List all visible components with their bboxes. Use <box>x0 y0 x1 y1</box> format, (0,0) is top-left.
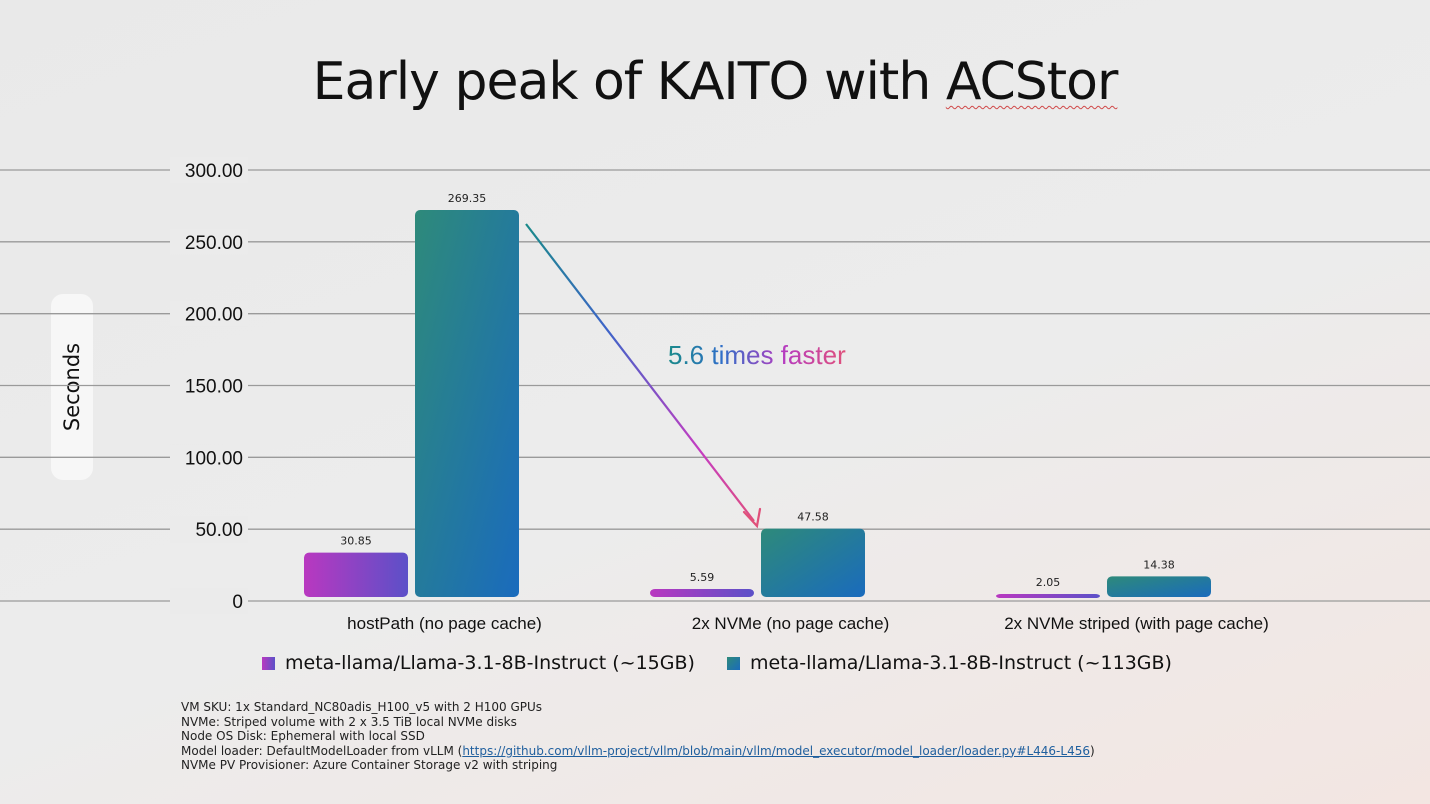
bar <box>650 588 754 597</box>
bar <box>996 594 1100 599</box>
bar-value-label: 5.59 <box>690 571 715 584</box>
bar-chart: 0 50.00 100.00 150.00 200.00 250.00 300.00 30.… <box>0 157 1430 633</box>
footnote-loader: Model loader: DefaultModelLoader from vL… <box>181 743 1095 758</box>
loader-source-link[interactable]: https://github.com/vllm-project/vllm/blo… <box>462 743 1090 758</box>
y-tick-label: 250.00 <box>185 233 243 254</box>
legend-item-15gb: meta-llama/Llama-3.1-8B-Instruct (~15GB) <box>262 652 695 674</box>
tick-bg <box>170 300 248 327</box>
comparison-arrow <box>525 223 755 522</box>
x-category-label: hostPath (no page cache) <box>347 614 542 633</box>
bar <box>1107 576 1211 597</box>
y-tick-label: 0 <box>232 592 243 613</box>
x-category-label: 2x NVMe (no page cache) <box>692 614 890 633</box>
comparison-arrow-head <box>742 507 762 529</box>
legend-label-15gb: meta-llama/Llama-3.1-8B-Instruct (~15GB) <box>285 652 695 674</box>
tick-bg <box>170 516 248 543</box>
x-category-label: 2x NVMe striped (with page cache) <box>1004 614 1269 633</box>
bar-value-label: 30.85 <box>340 535 372 548</box>
y-tick-label: 50.00 <box>195 520 243 541</box>
tick-bg <box>170 444 248 471</box>
bar <box>761 528 865 597</box>
tick-bg <box>170 372 248 399</box>
tick-bg <box>170 588 248 614</box>
legend-label-113gb: meta-llama/Llama-3.1-8B-Instruct (~113GB… <box>749 652 1172 674</box>
legend-item-113gb: meta-llama/Llama-3.1-8B-Instruct (~113GB… <box>726 652 1172 674</box>
y-tick-label: 150.00 <box>185 377 243 398</box>
bar <box>304 552 408 597</box>
y-tick-label: 300.00 <box>185 161 243 182</box>
footnote-vm-sku: VM SKU: 1x Standard_NC80adis_H100_v5 wit… <box>181 700 543 714</box>
legend-swatch-15gb <box>262 656 275 670</box>
footnote-provisioner: NVMe PV Provisioner: Azure Container Sto… <box>181 758 558 772</box>
bar-value-label: 269.35 <box>448 192 487 205</box>
bar-value-label: 47.58 <box>797 511 829 524</box>
legend-swatch-113gb <box>726 656 740 670</box>
legend: meta-llama/Llama-3.1-8B-Instruct (~15GB)… <box>262 652 1172 674</box>
footnote-nvme: NVMe: Striped volume with 2 x 3.5 TiB lo… <box>181 714 517 729</box>
y-tick-label: 100.00 <box>185 448 243 469</box>
tick-bg <box>170 228 248 255</box>
bar <box>415 210 519 598</box>
y-tick-label: 200.00 <box>185 305 243 326</box>
bar-value-label: 2.05 <box>1036 576 1061 589</box>
bar-value-label: 14.38 <box>1143 558 1175 571</box>
footnote-os-disk: Node OS Disk: Ephemeral with local SSD <box>181 729 425 743</box>
annotation-text: 5.6 times faster <box>668 340 846 370</box>
y-axis-label-box <box>51 294 93 480</box>
chart-title: Early peak of KAITO with ACStor <box>312 52 1119 112</box>
footnotes: VM SKU: 1x Standard_NC80adis_H100_v5 wit… <box>181 700 1095 773</box>
tick-bg <box>170 157 248 183</box>
